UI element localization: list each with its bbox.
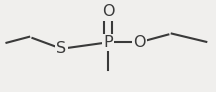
Text: P: P	[103, 35, 113, 50]
Text: O: O	[133, 35, 146, 50]
Text: S: S	[57, 41, 67, 56]
Text: O: O	[102, 4, 114, 20]
